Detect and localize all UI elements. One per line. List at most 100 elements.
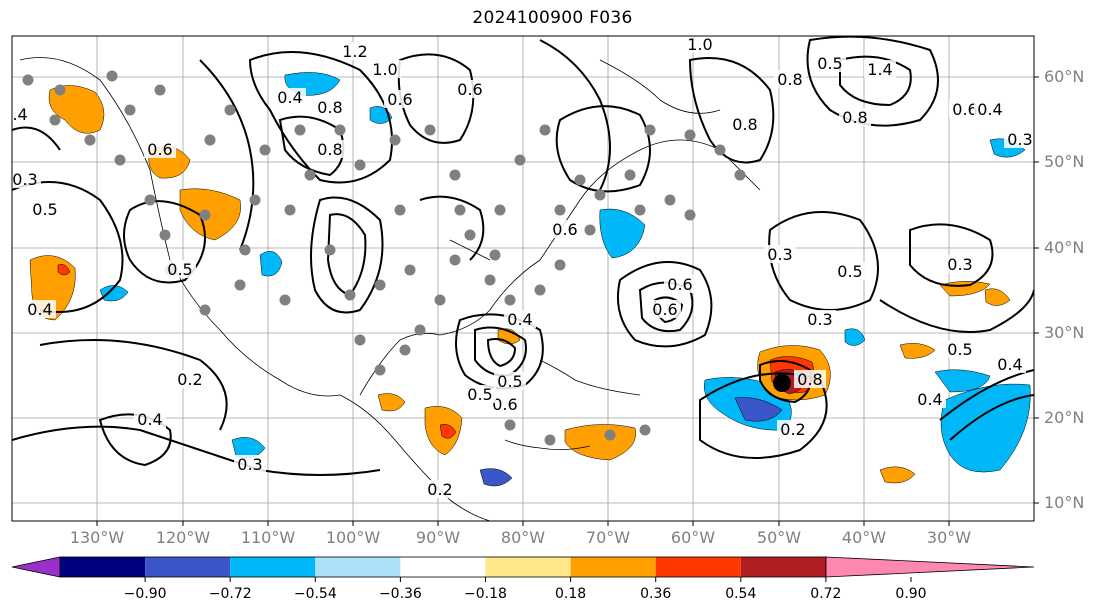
observation-dot: [594, 189, 606, 201]
colorbar: [11, 556, 1035, 582]
contour-label: 0.4: [27, 300, 52, 319]
contour-label: 0.8: [317, 140, 342, 159]
contour-label-bg: [949, 100, 981, 118]
observation-dot: [199, 209, 211, 221]
observation-dot: [394, 204, 406, 216]
contour-label-bg: [24, 300, 56, 318]
colorbar-tick-label: 0.72: [810, 586, 842, 602]
contour-line: [123, 200, 206, 284]
observation-dot: [449, 169, 461, 181]
contour-label: 1.4: [867, 60, 892, 79]
contour-label-bg: [729, 115, 761, 133]
colorbar-segment: [400, 557, 486, 577]
coastline: [449, 239, 491, 261]
contour-label-bg: [134, 410, 166, 428]
contour-label: 0.4: [977, 100, 1002, 119]
contour-label-bg: [454, 80, 486, 98]
colorbar-tick-label: −0.72: [208, 586, 252, 602]
contour-line: [768, 211, 879, 311]
contour-label: 0.8: [842, 108, 867, 127]
observation-dot: [234, 279, 246, 291]
latitude-label: 10°N: [1044, 493, 1085, 512]
contour-label-bg: [1004, 130, 1034, 148]
contour-label-bg: [144, 140, 176, 158]
observation-dot: [304, 169, 316, 181]
contour-label: 0.6: [147, 140, 172, 159]
contour-line: [699, 372, 828, 459]
observation-dot: [249, 194, 261, 206]
contour-label-bg: [774, 70, 806, 88]
observation-dot: [389, 134, 401, 146]
contour-label: 0.3: [1007, 130, 1032, 149]
colorbar-segment: [740, 557, 826, 577]
contour-label-bg: [804, 310, 836, 328]
contour-label: 1.0: [372, 60, 397, 79]
contour-label-bg: [339, 42, 371, 60]
observation-dot: [159, 229, 171, 241]
contour-label: 0.5: [467, 385, 492, 404]
contour-line: [326, 213, 367, 297]
observation-dot: [224, 104, 236, 116]
coastlines: [19, 57, 761, 521]
contour-label: 0.6: [652, 300, 677, 319]
observation-dot: [684, 129, 696, 141]
contour-label-bg: [489, 395, 521, 413]
observation-dot: [239, 244, 251, 256]
coastline: [504, 439, 591, 450]
contour-label: 0.2: [427, 480, 452, 499]
chart-title: 2024100900 F036: [472, 8, 633, 28]
contour-label-bg: [274, 88, 306, 106]
contour-label-bg: [369, 60, 401, 78]
observation-dot: [204, 134, 216, 146]
contour-line: [909, 223, 994, 287]
contour-label: 0.8: [732, 115, 757, 134]
observation-dot: [554, 259, 566, 271]
contour-label: 0.5: [497, 372, 522, 391]
storm-center: [773, 374, 791, 392]
observation-dot: [106, 70, 118, 82]
longitude-label: 60°W: [670, 528, 716, 547]
contour-label-bg: [777, 420, 809, 438]
shaded-region: [57, 264, 71, 276]
contour-label: 0.4: [2, 105, 27, 124]
longitude-label: 30°W: [926, 528, 972, 547]
colorbar-extend-min: [11, 556, 61, 578]
contour-label: 0.4: [997, 355, 1022, 374]
contour-label: 0.3: [947, 255, 972, 274]
longitude-label: 90°W: [415, 528, 461, 547]
shaded-region: [939, 281, 991, 297]
contour-label-bg: [649, 300, 681, 318]
colorbar-segment: [145, 557, 231, 577]
contour-label-bg: [914, 390, 946, 408]
contour-label-bg: [994, 355, 1026, 373]
contour-label: 0.3: [807, 310, 832, 329]
contour-label: 0.5: [837, 262, 862, 281]
observation-dot: [334, 124, 346, 136]
contour-line: [949, 394, 1034, 441]
contour-label-bg: [864, 60, 896, 78]
contour-label: 0.4: [917, 390, 942, 409]
contour-line: [248, 51, 393, 184]
shaded-region: [844, 328, 866, 346]
contour-label-bg: [974, 100, 1006, 118]
contour-line: [419, 195, 485, 261]
contour-label: 0.2: [177, 370, 202, 389]
observation-dot: [644, 124, 656, 136]
observation-dot: [374, 279, 386, 291]
observation-dot: [734, 169, 746, 181]
shaded-region: [934, 369, 991, 393]
contour-line: [310, 196, 384, 314]
contour-line: [539, 39, 611, 191]
contour-line: [688, 57, 775, 164]
observation-dot: [449, 254, 461, 266]
contour-label: 0.6: [552, 220, 577, 239]
contour-line: [474, 326, 527, 377]
contour-label: 0.6: [492, 395, 517, 414]
observation-dot: [49, 114, 61, 126]
observation-dot: [584, 224, 596, 236]
contour-label-bg: [794, 370, 826, 388]
shaded-region: [479, 468, 513, 487]
shaded-region: [48, 85, 105, 134]
observation-dot: [434, 294, 446, 306]
contour-label: 0.8: [777, 70, 802, 89]
